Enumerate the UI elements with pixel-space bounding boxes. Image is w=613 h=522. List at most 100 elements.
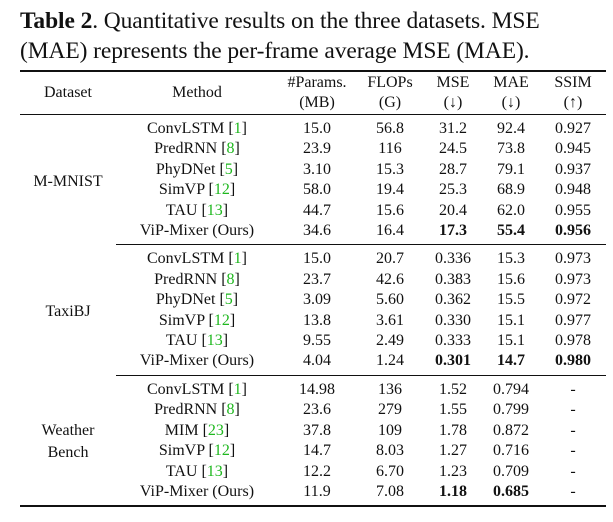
ssim-cell: - bbox=[570, 442, 576, 460]
header-method-label: Method bbox=[172, 84, 222, 101]
params-cell: 44.7 bbox=[303, 201, 331, 219]
caption-label: Table 2 bbox=[20, 8, 93, 34]
citation-link[interactable]: 12 bbox=[213, 442, 230, 460]
mse-cell: 0.301 bbox=[424, 351, 482, 376]
table-header: Dataset Method #Params. (MB) FLOPs (G) MSE… bbox=[20, 70, 606, 115]
citation-link[interactable]: 1 bbox=[233, 120, 242, 137]
citation-link[interactable]: 13 bbox=[206, 462, 223, 480]
table-row: ViP-Mixer (Ours) 11.9 7.08 1.18 0.685- bbox=[20, 481, 606, 508]
method-cell: ViP-Mixer (Ours) bbox=[116, 351, 278, 376]
ssim-cell: - bbox=[570, 380, 576, 398]
ssim-cell: - bbox=[570, 462, 576, 480]
mae-cell: 92.4 bbox=[497, 120, 525, 137]
table-row: TAU [13] 44.7 15.6 20.4 62.0 0.955 bbox=[20, 201, 606, 221]
mae-cell: 15.1 bbox=[497, 332, 525, 350]
mae-cell: 0.685 bbox=[482, 481, 540, 508]
method-cell: ConvLSTM [1] bbox=[147, 120, 247, 137]
mse-cell: 20.4 bbox=[439, 201, 467, 219]
method-name: SimVP bbox=[158, 442, 205, 460]
header-params-line2: (MB) bbox=[299, 94, 335, 111]
header-flops-line1: FLOPs bbox=[367, 74, 413, 91]
citation-link[interactable]: 5 bbox=[224, 291, 233, 309]
method-cell: TAU [13] bbox=[165, 201, 229, 219]
table-row: PredRNN [8] 23.9 116 24.5 73.8 0.945 bbox=[20, 139, 606, 159]
citation-link[interactable]: 12 bbox=[213, 311, 230, 329]
citation-link[interactable]: 8 bbox=[226, 140, 235, 158]
table-row: M-MNIST ConvLSTM [1] 15.0 56.8 31.2 92.4 0.927 bbox=[20, 115, 606, 190]
flops-cell: 2.49 bbox=[376, 332, 404, 350]
ssim-cell: 0.977 bbox=[555, 311, 591, 329]
mse-cell: 1.18 bbox=[424, 481, 482, 508]
mse-cell: 0.362 bbox=[435, 291, 471, 309]
dataset-name: M-MNIST bbox=[33, 172, 103, 190]
mae-cell: 62.0 bbox=[497, 201, 525, 219]
method-cell: SimVP [12] bbox=[158, 181, 236, 199]
ssim-cell: 0.980 bbox=[540, 351, 606, 376]
citation-link[interactable]: 8 bbox=[226, 401, 235, 419]
ssim-cell: - bbox=[540, 481, 606, 508]
mae-cell: 0.799 bbox=[493, 401, 529, 419]
mse-cell: 1.23 bbox=[439, 462, 467, 480]
params-cell: 11.9 bbox=[278, 481, 356, 508]
mae-cell: 0.794 bbox=[493, 380, 529, 398]
header-ssim: SSIM (↑) bbox=[540, 70, 606, 115]
dataset-cell: TaxiBJ bbox=[20, 245, 116, 375]
header-params-line1: #Params. bbox=[287, 74, 347, 91]
params-cell: 3.09 bbox=[303, 291, 331, 309]
method-cell: PredRNN [8] bbox=[154, 140, 240, 158]
citation-link[interactable]: 23 bbox=[207, 421, 224, 439]
method-name: SimVP bbox=[158, 311, 205, 329]
mae-cell: 15.3 bbox=[497, 250, 525, 268]
citation-link[interactable]: 1 bbox=[233, 380, 242, 398]
mse-cell: 1.27 bbox=[439, 442, 467, 460]
ssim-cell: 0.955 bbox=[555, 201, 591, 219]
header-dataset-label: Dataset bbox=[44, 84, 92, 101]
citation-link[interactable]: 1 bbox=[233, 250, 242, 268]
table-row: ViP-Mixer (Ours) 34.6 16.4 17.3 55.4 0.956 bbox=[20, 221, 606, 246]
params-cell: 58.0 bbox=[303, 181, 331, 199]
flops-cell: 19.4 bbox=[376, 181, 404, 199]
method-name: ViP-Mixer (Ours) bbox=[139, 482, 255, 500]
method-cell: PredRNN [8] bbox=[154, 401, 240, 419]
method-name: TAU bbox=[165, 332, 198, 350]
header-mse: MSE (↓) bbox=[424, 70, 482, 115]
citation-link[interactable]: 8 bbox=[226, 270, 235, 288]
mae-cell: 0.872 bbox=[493, 421, 529, 439]
mae-cell: 68.9 bbox=[497, 181, 525, 199]
header-params: #Params. (MB) bbox=[278, 70, 356, 115]
table-caption: Table 2. Quantitative results on the thr… bbox=[20, 6, 606, 66]
method-name: PredRNN bbox=[154, 401, 218, 419]
header-flops-line2: (G) bbox=[378, 94, 402, 111]
dataset-group: Weather Bench ConvLSTM [1] 14.98 136 1.52 0.79… bbox=[20, 375, 606, 508]
flops-cell: 56.8 bbox=[376, 120, 404, 137]
mse-cell: 24.5 bbox=[439, 140, 467, 158]
ssim-cell: 0.937 bbox=[555, 160, 591, 178]
ssim-cell: 0.978 bbox=[555, 332, 591, 350]
method-name: TAU bbox=[165, 462, 198, 480]
method-name: MIM bbox=[164, 421, 199, 439]
table-row: PhyDNet [5] 3.09 5.60 0.362 15.5 0.972 bbox=[20, 290, 606, 310]
mse-cell: 0.333 bbox=[435, 332, 471, 350]
params-cell: 15.0 bbox=[303, 120, 331, 137]
header-mae-line1: MAE bbox=[493, 74, 529, 91]
ssim-cell: 0.956 bbox=[540, 221, 606, 246]
flops-cell: 279 bbox=[378, 401, 402, 419]
citation-link[interactable]: 5 bbox=[224, 160, 233, 178]
method-name: ViP-Mixer (Ours) bbox=[139, 352, 255, 370]
citation-link[interactable]: 13 bbox=[206, 332, 223, 350]
mse-cell: 17.3 bbox=[424, 221, 482, 246]
header-mae: MAE (↓) bbox=[482, 70, 540, 115]
flops-cell: 20.7 bbox=[376, 250, 404, 268]
table-row: PhyDNet [5] 3.10 15.3 28.7 79.1 0.937 bbox=[20, 160, 606, 180]
method-cell: SimVP [12] bbox=[158, 442, 236, 460]
params-cell: 3.10 bbox=[303, 160, 331, 178]
results-table-container: Dataset Method #Params. (MB) FLOPs (G) MSE… bbox=[20, 70, 606, 508]
ssim-cell: 0.973 bbox=[555, 270, 591, 288]
table-row: TAU [13] 9.55 2.49 0.333 15.1 0.978 bbox=[20, 331, 606, 351]
params-cell: 14.98 bbox=[299, 380, 335, 398]
ssim-cell: 0.972 bbox=[555, 291, 591, 309]
citation-link[interactable]: 13 bbox=[206, 201, 223, 219]
mse-cell: 28.7 bbox=[439, 160, 467, 178]
citation-link[interactable]: 12 bbox=[213, 181, 230, 199]
method-cell: ConvLSTM [1] bbox=[147, 250, 247, 268]
